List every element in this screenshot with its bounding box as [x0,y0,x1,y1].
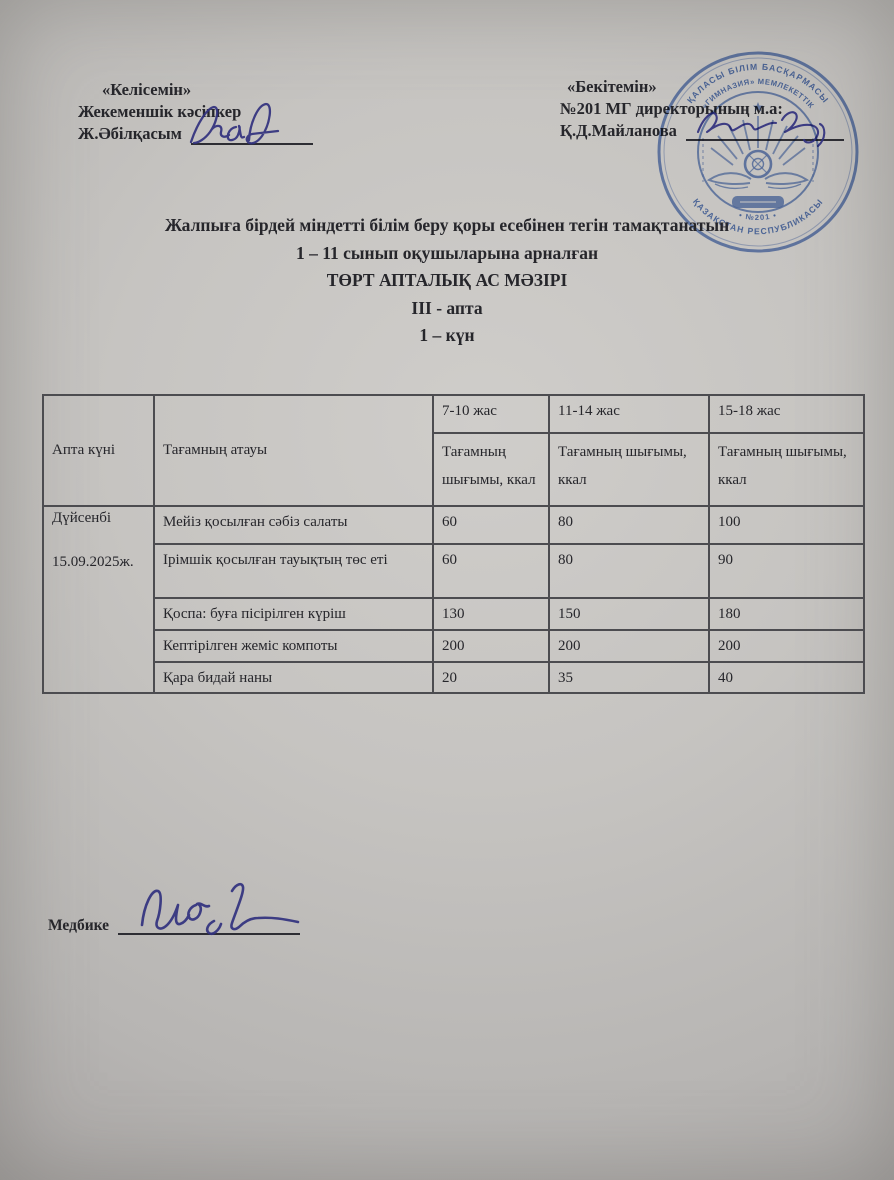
title-line-5: 1 – күн [419,325,475,345]
title-line-3: ТӨРТ АПТАЛЫҚ АС МӘЗІРІ [326,270,568,290]
kcal-15-18: 40 [708,660,865,695]
table-row: Кептірілген жеміс компоты 200 200 200 [43,628,865,663]
header-dish-column: Тағамның атауы [153,394,434,507]
emblem-shanyrak-center [751,157,765,171]
menu-table: Апта күні Тағамның атауы 7-10 жас 11-14 … [42,394,865,695]
header-age-11-14: 11-14 жас [548,394,710,434]
kcal-7-10: 60 [432,505,550,545]
subheader-yield-11-14: Тағамның шығымы, ккал [548,432,710,507]
kcal-15-18: 200 [708,628,865,663]
header-age-7-10: 7-10 жас [432,394,550,434]
nurse-label: Медбике [48,917,110,934]
document-title-block: Жалпыға бірдей міндетті білім беру қоры … [12,212,882,350]
subheader-yield-15-18: Тағамның шығымы, ккал [708,432,865,507]
dish-name: Қоспа: буға пісірілген күріш [153,597,434,631]
day-date-cell: Дүйсенбі 15.09.2025ж. [42,504,155,695]
kcal-11-14: 200 [548,628,710,663]
table-row: Қара бидай наны 20 35 40 [43,660,865,695]
approval-block-left: «Келісемін» Жекеменшік кәсіпкер Ж.Әбілқа… [78,79,313,145]
title-line-4: III - апта [411,297,483,318]
kcal-11-14: 150 [548,597,710,631]
dish-name: Ірімшік қосылған тауықтың төс еті [153,543,434,599]
kcal-11-14: 80 [548,505,710,545]
dish-name: Қара бидай наны [153,660,434,695]
director-name: Қ.Д.Майланова [560,120,677,140]
kcal-11-14: 80 [548,543,710,599]
approve-label: «Бекітемін» [567,77,657,96]
emblem-shanyrak [743,149,773,179]
subheader-yield-7-10: Тағамның шығымы, ккал [432,432,550,507]
weekday: Дүйсенбі [52,510,112,526]
nurse-signature-block: Медбике [48,882,301,936]
kcal-7-10: 200 [432,628,550,663]
dish-name: Кептірілген жеміс компоты [153,628,434,663]
emblem-banner [732,196,784,208]
signature-ink-right [696,111,826,148]
kcal-15-18: 100 [708,505,865,545]
title-line-2: 1 – 11 сынып оқушыларына арналған [295,242,599,263]
title-line-1: Жалпыға бірдей міндетті білім беру қоры … [164,215,730,235]
dish-name: Мейіз қосылған сәбіз салаты [153,505,434,545]
approval-block-right: «Бекітемін» №201 МГ директорының м.а: Қ.… [560,76,844,148]
kcal-7-10: 130 [432,597,550,631]
signature-line-nurse [118,882,301,936]
agree-label: «Келісемін» [102,80,192,99]
kcal-15-18: 90 [708,543,865,599]
entrepreneur-role: Жекеменшік кәсіпкер [78,102,242,121]
menu-date: 15.09.2025ж. [52,554,134,570]
signature-line-left [189,102,313,145]
kcal-11-14: 35 [548,660,710,695]
table-row: Ірімшік қосылған тауықтың төс еті 60 80 … [43,543,865,599]
table-row: Дүйсенбі 15.09.2025ж. Мейіз қосылған сәб… [42,504,865,695]
kcal-7-10: 60 [432,543,550,599]
signature-line-right [685,111,844,148]
table-row: Қоспа: буға пісірілген күріш 130 150 180 [43,597,865,631]
header-age-15-18: 15-18 жас [708,394,865,434]
kcal-15-18: 180 [708,597,865,631]
kcal-7-10: 20 [432,660,550,695]
header-day-column: Апта күні [42,394,155,507]
emblem-wings [706,172,810,190]
signature-ink-nurse [140,882,300,936]
signature-ink-left [189,102,280,145]
entrepreneur-name: Ж.Әбілқасым [78,124,182,143]
